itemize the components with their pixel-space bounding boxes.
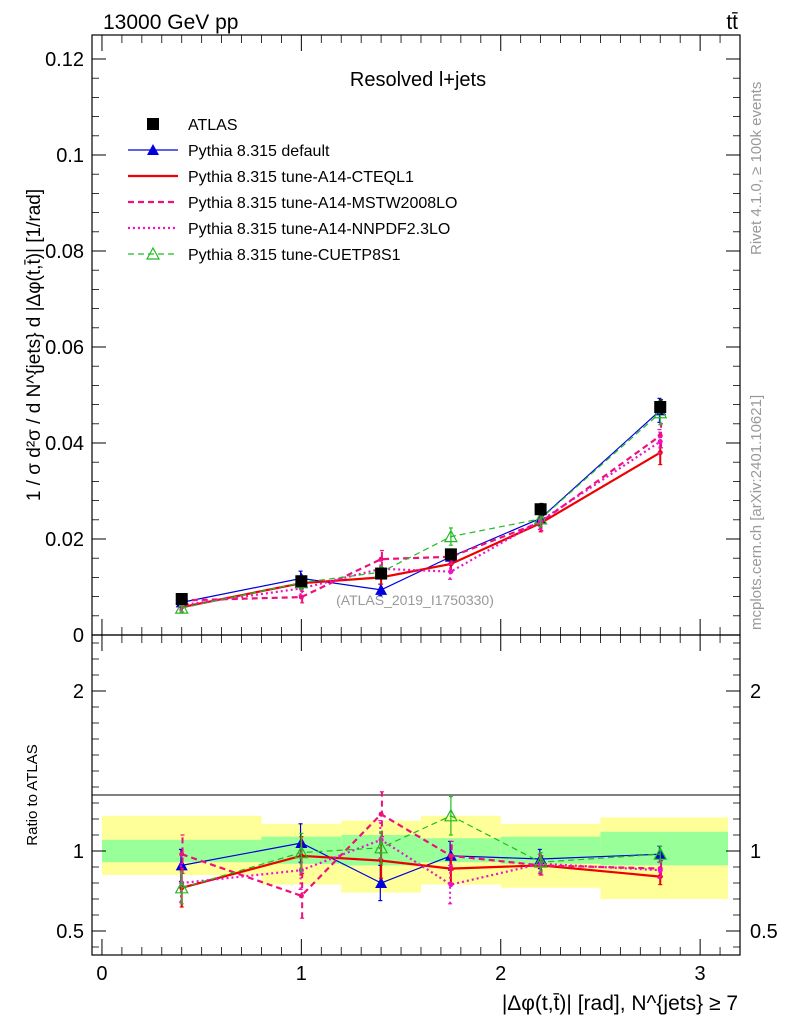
legend-item-atlas: ATLAS — [147, 117, 238, 134]
legend-label: Pythia 8.315 tune-A14-CTEQL1 — [188, 169, 414, 186]
y-tick-label: 0.08 — [45, 241, 84, 263]
series-line-pythia-8-315-tune-cuetp8s1 — [181, 815, 661, 889]
ratio-tick-label-right: 2 — [750, 681, 761, 703]
legend-label: Pythia 8.315 tune-A14-MSTW2008LO — [188, 195, 457, 212]
x-tick-label: 3 — [695, 963, 706, 985]
data-point — [298, 893, 304, 899]
data-point — [378, 811, 384, 817]
ratio-tick-label-right: 1 — [750, 841, 761, 863]
legend-item-pythia-8-315-tune-a14-cteql1: Pythia 8.315 tune-A14-CTEQL1 — [128, 169, 414, 186]
legend-item-pythia-8-315-tune-a14-nnpdf2-3lo: Pythia 8.315 tune-A14-NNPDF2.3LO — [128, 221, 450, 238]
data-point — [443, 529, 458, 543]
data-point — [657, 867, 663, 873]
ratio-series-group — [174, 791, 668, 919]
chart-title: Resolved l+jets — [350, 69, 486, 91]
data-point — [448, 853, 454, 859]
x-tick-label: 0 — [96, 963, 107, 985]
ratio-uncertainty-bands — [101, 815, 729, 899]
data-point — [175, 593, 188, 605]
x-tick-label: 1 — [296, 963, 307, 985]
data-point — [533, 511, 548, 525]
legend-label: Pythia 8.315 tune-A14-NNPDF2.3LO — [188, 221, 450, 238]
legend-label: Pythia 8.315 tune-CUETP8S1 — [188, 247, 401, 264]
y-tick-label: 0.02 — [45, 529, 84, 551]
data-point — [657, 439, 663, 445]
legend-marker — [147, 144, 159, 155]
data-point — [295, 575, 308, 588]
stat-uncertainty-band — [420, 838, 501, 863]
data-point — [533, 854, 548, 868]
series-line-pythia-8-315-tune-a14-cteql1 — [181, 854, 661, 889]
y-tick-label: 0.06 — [45, 337, 84, 359]
data-point — [378, 556, 384, 562]
stat-uncertainty-band — [600, 831, 729, 866]
ratio-tick-label-right: 0.5 — [750, 921, 778, 943]
data-point — [174, 880, 189, 894]
series-pythia-8-315-tune-a14-mstw2008lo — [179, 423, 664, 606]
data-point — [375, 583, 388, 595]
data-point — [653, 846, 668, 860]
data-point — [534, 503, 547, 516]
data-point — [179, 851, 185, 857]
legend-marker — [145, 246, 161, 260]
series-line-pythia-8-315-default — [181, 842, 661, 884]
legend-label: Pythia 8.315 default — [188, 143, 330, 160]
data-point — [294, 845, 309, 859]
analysis-watermark: (ATLAS_2019_I1750330) — [336, 592, 494, 608]
y-tick-label: 0.1 — [56, 145, 84, 167]
energy-label: 13000 GeV pp — [103, 11, 238, 34]
data-point — [174, 600, 189, 614]
data-point — [448, 569, 454, 575]
stat-uncertainty-band — [500, 836, 601, 864]
legend-item-pythia-8-315-default: Pythia 8.315 default — [128, 143, 330, 160]
legend-item-pythia-8-315-tune-a14-mstw2008lo: Pythia 8.315 tune-A14-MSTW2008LO — [128, 195, 457, 212]
data-point — [375, 877, 388, 888]
ratio-tick-label: 2 — [73, 681, 84, 703]
series-line-pythia-8-315-tune-a14-nnpdf2-3lo — [181, 440, 661, 607]
x-axis: 0 1 2 3 — [96, 35, 721, 985]
mcplots-url-label: mcplots.cern.ch [arXiv:2401.10621] — [748, 395, 765, 630]
y-tick-label: 0.12 — [45, 49, 84, 71]
series-line-pythia-8-315-tune-a14-nnpdf2-3lo — [181, 838, 661, 886]
series-line-pythia-8-315-default — [181, 409, 661, 603]
data-point — [175, 859, 188, 871]
main-y-axis-label: 1 / σ d²σ / d N^{jets} d |Δφ(t,t̄)| [1/r… — [24, 189, 45, 501]
ratio-tick-label: 0.5 — [56, 921, 84, 943]
data-point — [298, 594, 304, 600]
x-axis-label: |Δφ(t,t̄)| [rad], N^{jets} ≥ 7 — [502, 992, 738, 1015]
main-series-group — [174, 397, 668, 614]
series-line-pythia-8-315-tune-a14-mstw2008lo — [181, 434, 661, 602]
series-pythia-8-315-tune-cuetp8s1 — [174, 400, 668, 614]
y-tick-label: 0 — [73, 625, 84, 647]
series-pythia-8-315-tune-a14-nnpdf2-3lo — [178, 428, 663, 611]
ratio-tick-label: 1 — [73, 841, 84, 863]
data-point — [443, 808, 458, 822]
ratio-panel-frame — [91, 634, 741, 956]
data-point — [444, 548, 457, 561]
legend-label: ATLAS — [188, 117, 238, 134]
series-line-pythia-8-315-tune-cuetp8s1 — [181, 412, 661, 609]
data-point — [374, 840, 389, 854]
data-point — [448, 882, 454, 888]
y-tick-label: 0.04 — [45, 433, 84, 455]
series-pythia-8-315-tune-cuetp8s1 — [174, 795, 668, 905]
x-tick-label: 2 — [495, 963, 506, 985]
series-atlas — [175, 399, 667, 605]
data-point — [375, 567, 388, 580]
data-point — [654, 401, 667, 413]
rivet-version-label: Rivet 4.1.0, ≥ 100k events — [748, 82, 765, 255]
process-label: tt̄ — [726, 11, 738, 34]
ratio-y-axis-label: Ratio to ATLAS — [24, 744, 41, 845]
series-pythia-8-315-default — [175, 397, 667, 608]
main-y-axis: 0 0.02 0.04 0.06 0.08 0.1 0.12 — [45, 49, 740, 647]
legend-marker — [147, 118, 159, 130]
series-pythia-8-315-tune-a14-cteql1 — [179, 440, 663, 613]
legend: ATLAS Pythia 8.315 default Pythia 8.315 tu… — [128, 117, 457, 264]
legend-item-pythia-8-315-tune-cuetp8s1: Pythia 8.315 tune-CUETP8S1 — [128, 246, 401, 264]
ratio-y-axis: 0.5 0.5 1 1 2 2 — [56, 642, 778, 948]
